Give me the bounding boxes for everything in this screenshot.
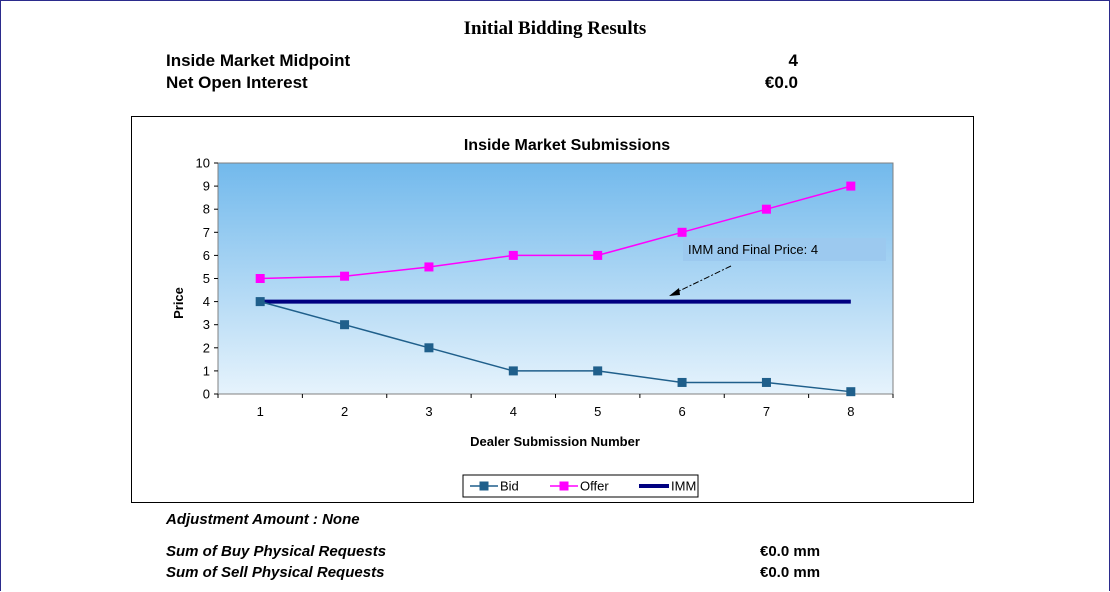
y-tick-label: 7: [203, 225, 210, 240]
bid-point: [593, 366, 603, 376]
offer-point: [593, 250, 603, 260]
annotation-arrow: [674, 265, 732, 294]
legend-bid-marker: [479, 481, 489, 491]
bid-point: [340, 320, 350, 330]
midpoint-value: 4: [788, 51, 798, 70]
y-tick-label: 6: [203, 248, 210, 263]
offer-series-line: [260, 185, 852, 280]
open-interest-label: Net Open Interest: [166, 73, 308, 92]
x-tick-label: 3: [425, 404, 432, 419]
bid-point: [677, 377, 687, 387]
y-tick-label: 1: [203, 363, 210, 378]
chart-title: Inside Market Submissions: [464, 137, 670, 154]
x-tick-label: 8: [847, 404, 854, 419]
legend-imm-label: IMM: [671, 479, 696, 494]
buy-requests-label: Sum of Buy Physical Requests: [166, 543, 387, 560]
offer-point: [846, 181, 856, 191]
sell-requests-label: Sum of Sell Physical Requests: [166, 564, 385, 581]
bid-point: [255, 297, 265, 307]
offer-point: [677, 227, 687, 237]
x-tick-label: 1: [257, 404, 264, 419]
line-chart: Inside Market Submissions 0 1 2 3 4 5 6 7 8 9 10 1 2…: [171, 137, 894, 498]
annotation-text: IMM and Final Price: 4: [688, 242, 818, 257]
plot-area: [217, 162, 894, 395]
offer-point: [761, 204, 771, 214]
y-tick-label: 0: [203, 387, 210, 402]
y-tick-label: 9: [203, 179, 210, 194]
annotation-arrowhead: [669, 288, 680, 296]
bid-point: [846, 387, 856, 397]
y-tick-label: 5: [203, 271, 210, 286]
x-axis-label: Dealer Submission Number: [470, 434, 640, 449]
x-tick-label: 2: [341, 404, 348, 419]
buy-requests-value: €0.0 mm: [760, 543, 821, 560]
bid-series-line: [259, 300, 851, 393]
sell-requests-value: €0.0 mm: [760, 564, 821, 581]
offer-point: [340, 271, 350, 281]
page-title: Initial Bidding Results: [463, 18, 647, 39]
y-tick-label: 3: [203, 317, 210, 332]
legend-offer-marker: [559, 481, 569, 491]
y-tick-label: 2: [203, 340, 210, 355]
legend-offer-label: Offer: [580, 479, 609, 494]
x-tick-label: 6: [678, 404, 685, 419]
y-tick-label: 10: [196, 156, 210, 171]
offer-point: [255, 274, 265, 283]
bid-point: [761, 377, 771, 387]
chart-annotation: IMM and Final Price: 4: [669, 238, 886, 296]
offer-point: [424, 262, 434, 272]
x-tick-label: 7: [763, 404, 770, 419]
y-tick-label: 4: [203, 294, 210, 309]
bid-point: [424, 343, 434, 353]
y-axis-label: Price: [171, 287, 186, 319]
adjustment-amount: Adjustment Amount : None: [166, 511, 360, 528]
x-tick-label: 4: [510, 404, 517, 419]
chart-area: Inside Market Submissions 0 1 2 3 4 5 6 7 8 9 10 1 2…: [131, 116, 974, 503]
x-tick-label: 5: [594, 404, 601, 419]
chart-legend: Bid Offer IMM: [462, 474, 699, 498]
y-tick-label: 8: [203, 202, 210, 217]
midpoint-label: Inside Market Midpoint: [166, 51, 351, 70]
bid-point: [508, 366, 518, 376]
legend-bid-label: Bid: [500, 479, 519, 494]
open-interest-value: €0.0: [764, 73, 798, 92]
offer-point: [508, 250, 518, 260]
